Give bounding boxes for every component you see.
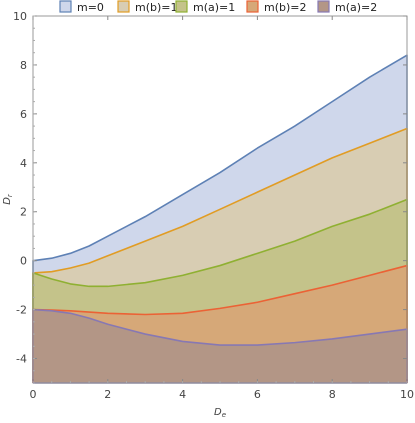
- legend-label-2: m(b)=1: [135, 1, 178, 14]
- legend-label-3: m(a)=1: [193, 1, 235, 14]
- area-fills: [33, 55, 407, 384]
- legend: m=0 m(b)=1 m(a)=1 m(b)=2 m(a)=2: [59, 0, 377, 14]
- x-axis-label: De: [214, 407, 226, 419]
- y-axis-label: Dr: [2, 193, 14, 205]
- series-line-2: [32, 127, 408, 383]
- area-5: [33, 309, 407, 383]
- x-tick-label: 8: [329, 388, 336, 401]
- series-line-4: [32, 264, 408, 383]
- legend-swatch-1: [59, 0, 72, 13]
- series-line-3: [32, 198, 408, 383]
- y-tick-label: 8: [20, 59, 27, 72]
- x-tick-label: 4: [179, 388, 186, 401]
- legend-swatch-2: [117, 0, 130, 13]
- legend-label-5: m(a)=2: [335, 1, 377, 14]
- legend-swatch-4: [246, 0, 259, 13]
- y-tick-label: 10: [13, 10, 27, 23]
- legend-swatch-5: [317, 0, 330, 13]
- y-tick-label: 6: [20, 108, 27, 121]
- x-tick-label: 10: [400, 388, 414, 401]
- legend-label-4: m(b)=2: [264, 1, 307, 14]
- y-tick-label: 2: [20, 206, 27, 219]
- y-tick-label: 0: [20, 255, 27, 268]
- series-line-1: [32, 54, 408, 383]
- y-tick-label: 4: [20, 157, 27, 170]
- y-tick-label: -4: [16, 353, 27, 366]
- y-tick-label: -2: [16, 304, 27, 317]
- x-tick-label: 6: [254, 388, 261, 401]
- legend-label-1: m=0: [77, 1, 104, 14]
- series-line-5: [32, 308, 408, 383]
- x-tick-label: 2: [104, 388, 111, 401]
- axis-ticks: 0 2 4 6 8 10 -4 -2 0 2 4 6 8 10: [13, 10, 414, 401]
- x-tick-label: 0: [30, 388, 37, 401]
- legend-swatch-3: [175, 0, 188, 13]
